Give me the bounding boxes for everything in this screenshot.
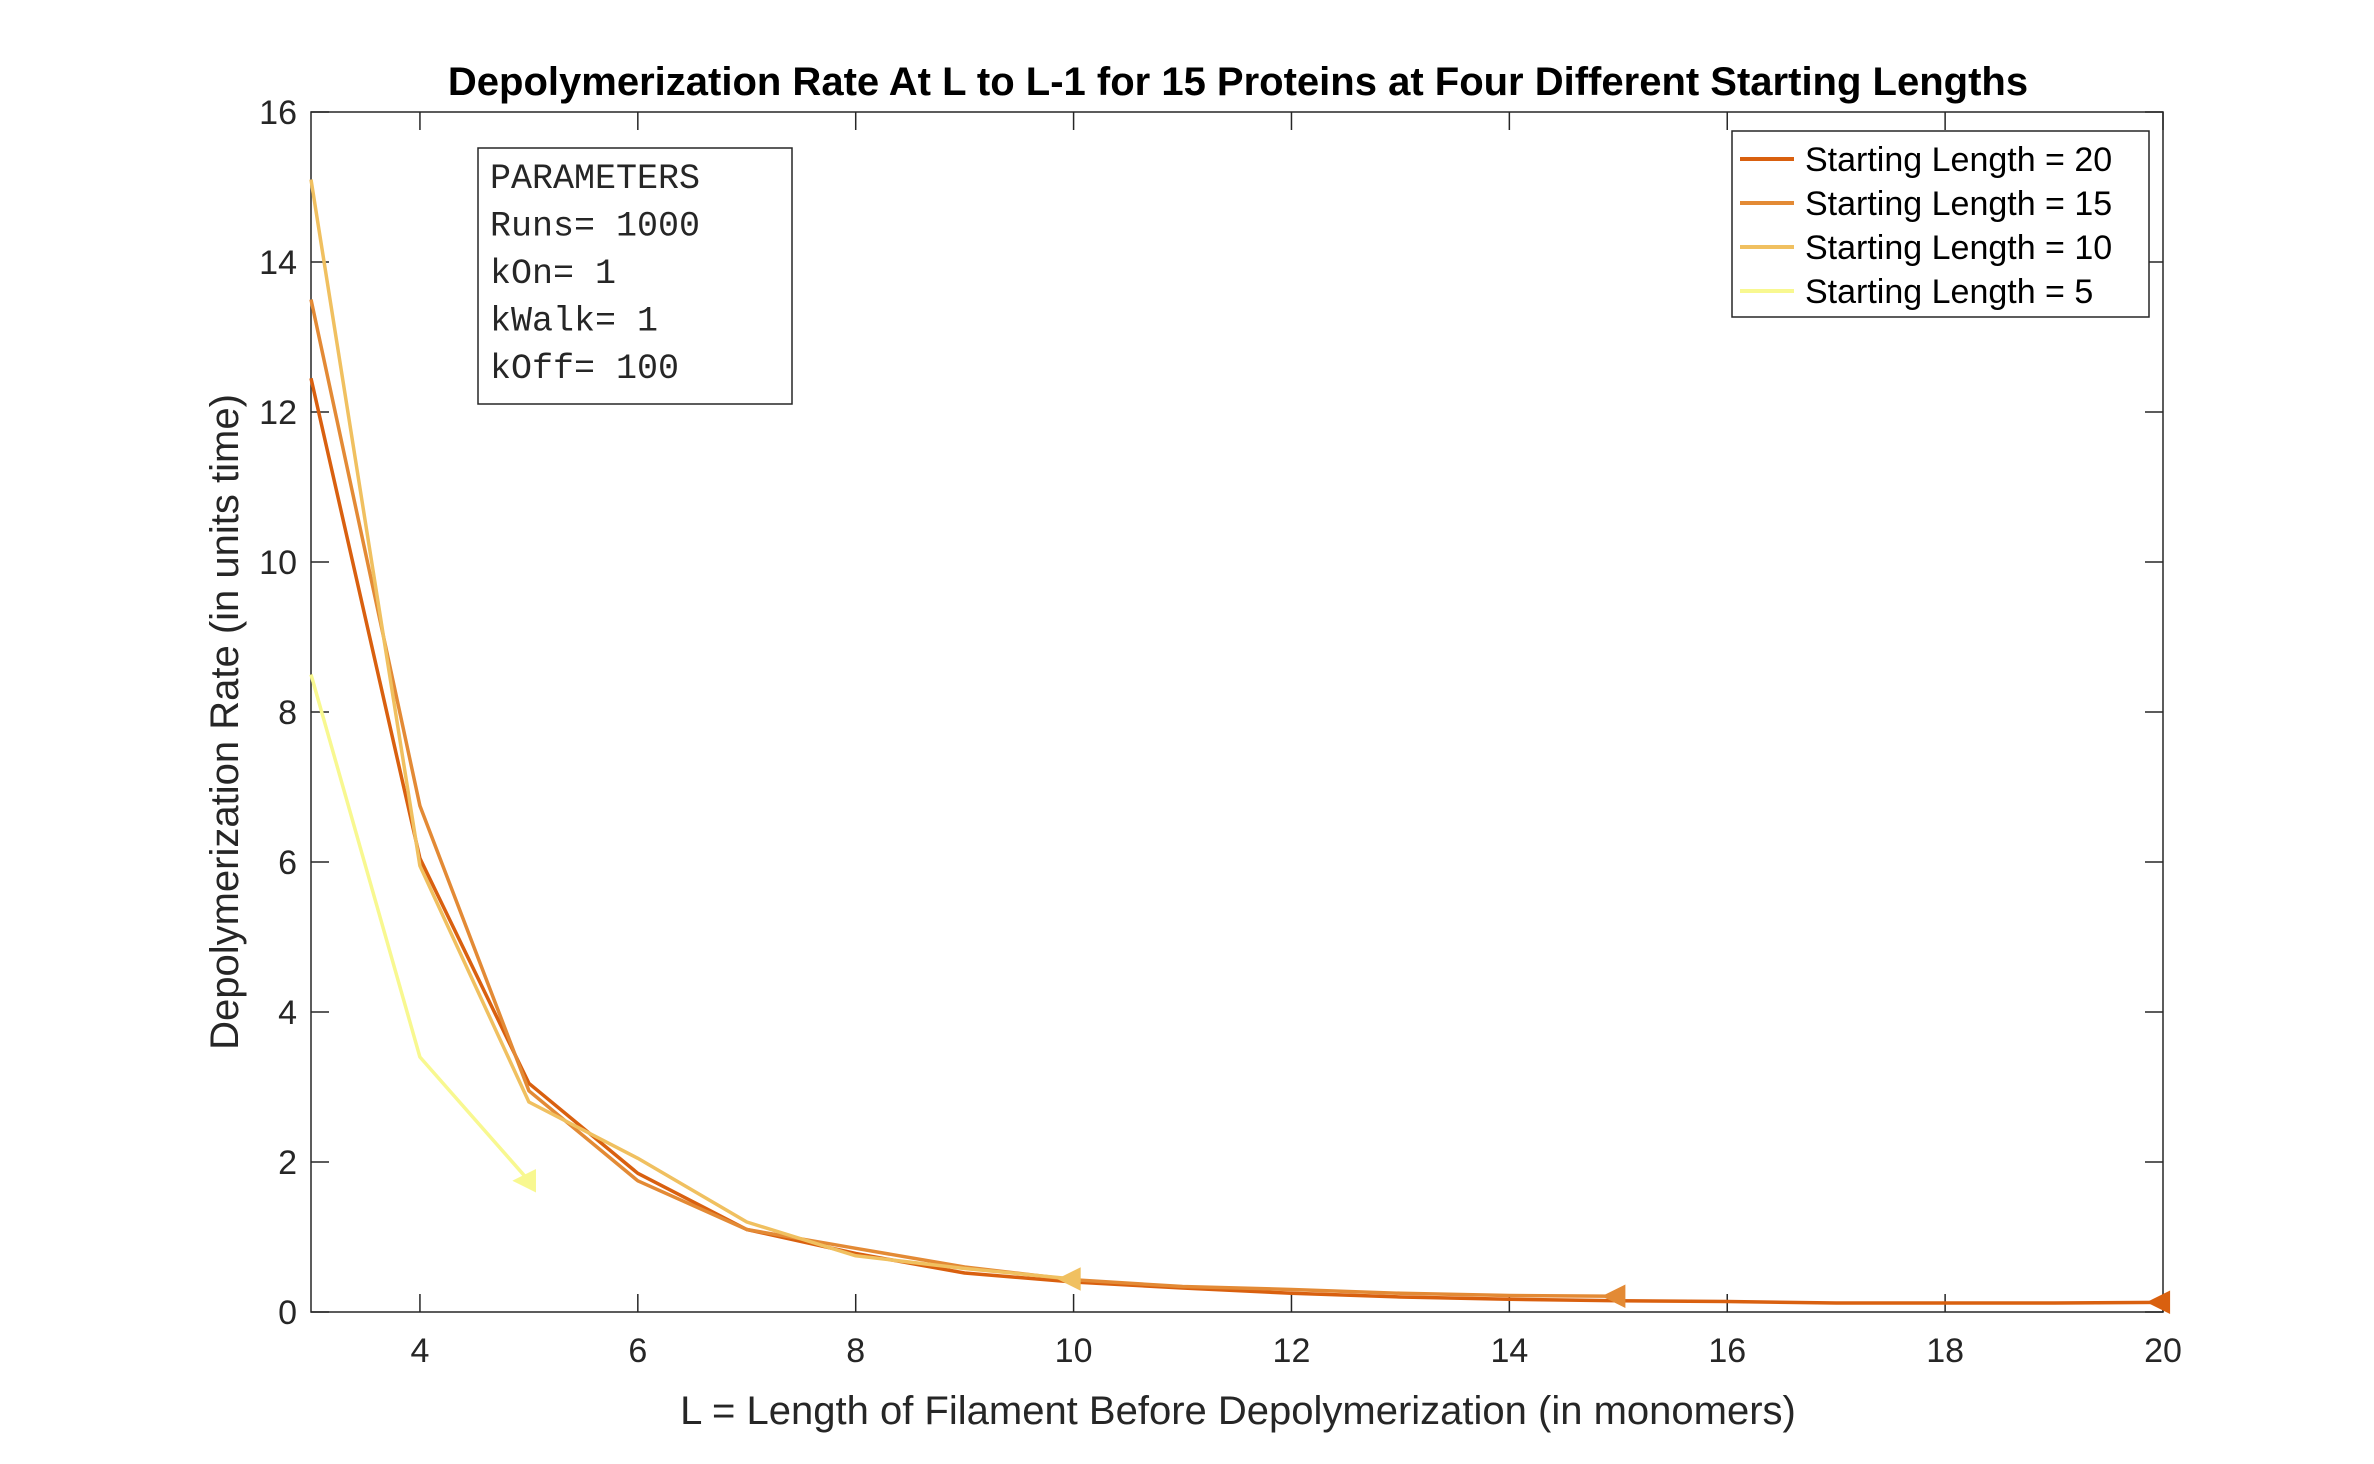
series-line-20	[309, 377, 2164, 1305]
parameter-line: kWalk= 1	[490, 302, 658, 342]
y-tick-label: 2	[278, 1144, 297, 1182]
parameter-line: Runs= 1000	[490, 207, 700, 247]
x-tick-label: 18	[1926, 1332, 1964, 1370]
parameters-annotation: PARAMETERS Runs= 1000 kOn= 1 kWalk= 1 kOff= …	[477, 147, 793, 405]
x-tick-label: 14	[1490, 1332, 1528, 1370]
x-tick-label: 16	[1708, 1332, 1746, 1370]
x-tick-label: 20	[2144, 1332, 2182, 1370]
y-tick-label: 10	[259, 544, 297, 582]
legend-box	[1731, 130, 2150, 318]
legend-label: Starting Length = 15	[1805, 185, 2112, 223]
series-end-marker	[1057, 1267, 1081, 1291]
series-layer	[309, 179, 2171, 1315]
parameter-line: PARAMETERS	[490, 159, 700, 199]
x-axis-label: L = Length of Filament Before Depolymeri…	[680, 1389, 1796, 1433]
series-line-10	[309, 179, 1074, 1281]
y-tick-label: 8	[278, 694, 297, 732]
series-line-5	[309, 674, 531, 1182]
legend-label: Starting Length = 5	[1805, 273, 2093, 311]
x-tick-label: 12	[1273, 1332, 1311, 1370]
y-tick-label: 14	[259, 244, 297, 282]
y-tick-label: 0	[278, 1294, 297, 1332]
axis-ticks: 4 6 8 10 12 14 16 18 20 0 2 4 6 8 10 12 14 16	[259, 94, 2182, 1370]
series-end-marker	[2146, 1290, 2171, 1315]
chart-title: Depolymerization Rate At L to L-1 for 15…	[448, 60, 2028, 104]
y-tick-label: 4	[278, 994, 297, 1032]
series-end-marker	[512, 1168, 536, 1193]
parameter-line: kOff= 100	[490, 349, 679, 389]
x-tick-label: 6	[628, 1332, 647, 1370]
y-tick-label: 16	[259, 94, 297, 132]
legend-label: Starting Length = 20	[1805, 141, 2112, 179]
x-tick-label: 8	[846, 1332, 865, 1370]
legend: Starting Length = 20 Starting Length = 15…	[1731, 130, 2150, 318]
parameters-box	[477, 147, 793, 405]
x-tick-label: 4	[410, 1332, 429, 1370]
y-tick-label: 6	[278, 844, 297, 882]
legend-label: Starting Length = 10	[1805, 229, 2112, 267]
series-end-marker	[1601, 1284, 1626, 1309]
y-axis-label: Depolymerization Rate (in units time)	[203, 394, 247, 1050]
parameter-line: kOn= 1	[490, 254, 616, 294]
y-tick-label: 12	[259, 394, 297, 432]
x-tick-label: 10	[1055, 1332, 1093, 1370]
